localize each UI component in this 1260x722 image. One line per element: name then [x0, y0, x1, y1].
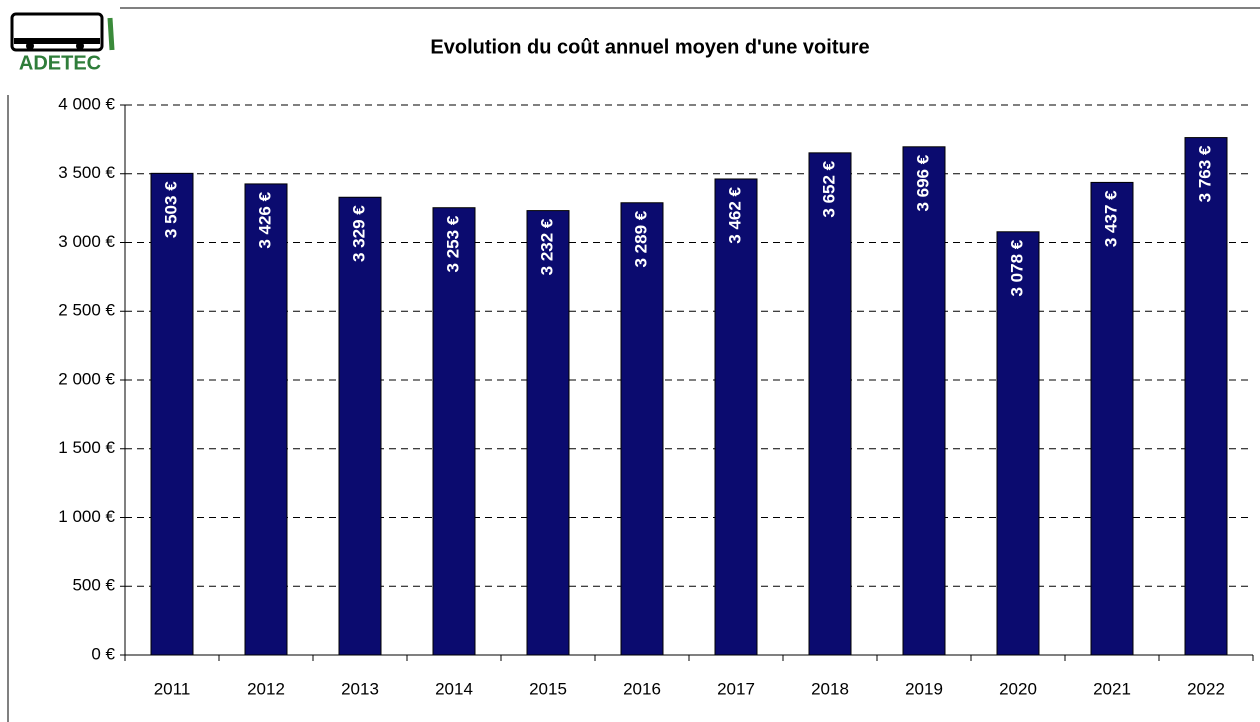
bar: [526, 210, 570, 656]
y-tick-label: 4 000 €: [58, 94, 115, 113]
bar: [1184, 137, 1228, 656]
y-tick-label: 2 500 €: [58, 301, 115, 320]
y-tick-label: 3 500 €: [58, 163, 115, 182]
bar: [808, 152, 852, 656]
x-tick-label: 2022: [1187, 679, 1225, 698]
data-label: 3 462 €: [725, 186, 744, 243]
x-tick-label: 2013: [341, 679, 379, 698]
y-tick-label: 500 €: [72, 576, 115, 595]
data-label: 3 503 €: [161, 181, 180, 238]
x-tick-label: 2016: [623, 679, 661, 698]
chart-title: Evolution du coût annuel moyen d'une voi…: [430, 36, 869, 58]
y-tick-label: 1 000 €: [58, 507, 115, 526]
x-tick-label: 2017: [717, 679, 755, 698]
data-label: 3 253 €: [443, 215, 462, 272]
data-label: 3 078 €: [1007, 239, 1026, 296]
data-label: 3 289 €: [631, 210, 650, 267]
bar: [150, 172, 194, 656]
data-label: 3 426 €: [255, 191, 274, 248]
data-label: 3 232 €: [537, 218, 556, 275]
x-tick-label: 2015: [529, 679, 567, 698]
x-tick-label: 2018: [811, 679, 849, 698]
logo-icon: [10, 12, 115, 52]
y-tick-label: 2 000 €: [58, 369, 115, 388]
bar: [902, 146, 946, 656]
x-tick-label: 2011: [154, 679, 191, 698]
x-tick-label: 2012: [247, 679, 285, 698]
bar: [620, 202, 664, 656]
bar: [1090, 181, 1134, 656]
data-label: 3 329 €: [349, 205, 368, 262]
bar: [432, 207, 476, 656]
data-label: 3 696 €: [913, 154, 932, 211]
x-tick-label: 2014: [435, 679, 473, 698]
y-tick-label: 0 €: [91, 644, 115, 663]
x-tick-label: 2019: [905, 679, 943, 698]
x-tick-label: 2020: [999, 679, 1037, 698]
bar: [338, 196, 382, 656]
y-tick-label: 3 000 €: [58, 232, 115, 251]
data-label: 3 763 €: [1195, 145, 1214, 202]
bar: [996, 231, 1040, 656]
logo-text: ADETEC: [19, 52, 101, 74]
data-label: 3 652 €: [819, 160, 838, 217]
data-label: 3 437 €: [1101, 190, 1120, 247]
bar: [244, 183, 288, 656]
x-tick-label: 2021: [1093, 679, 1131, 698]
bar: [714, 178, 758, 656]
y-tick-label: 1 500 €: [58, 438, 115, 457]
